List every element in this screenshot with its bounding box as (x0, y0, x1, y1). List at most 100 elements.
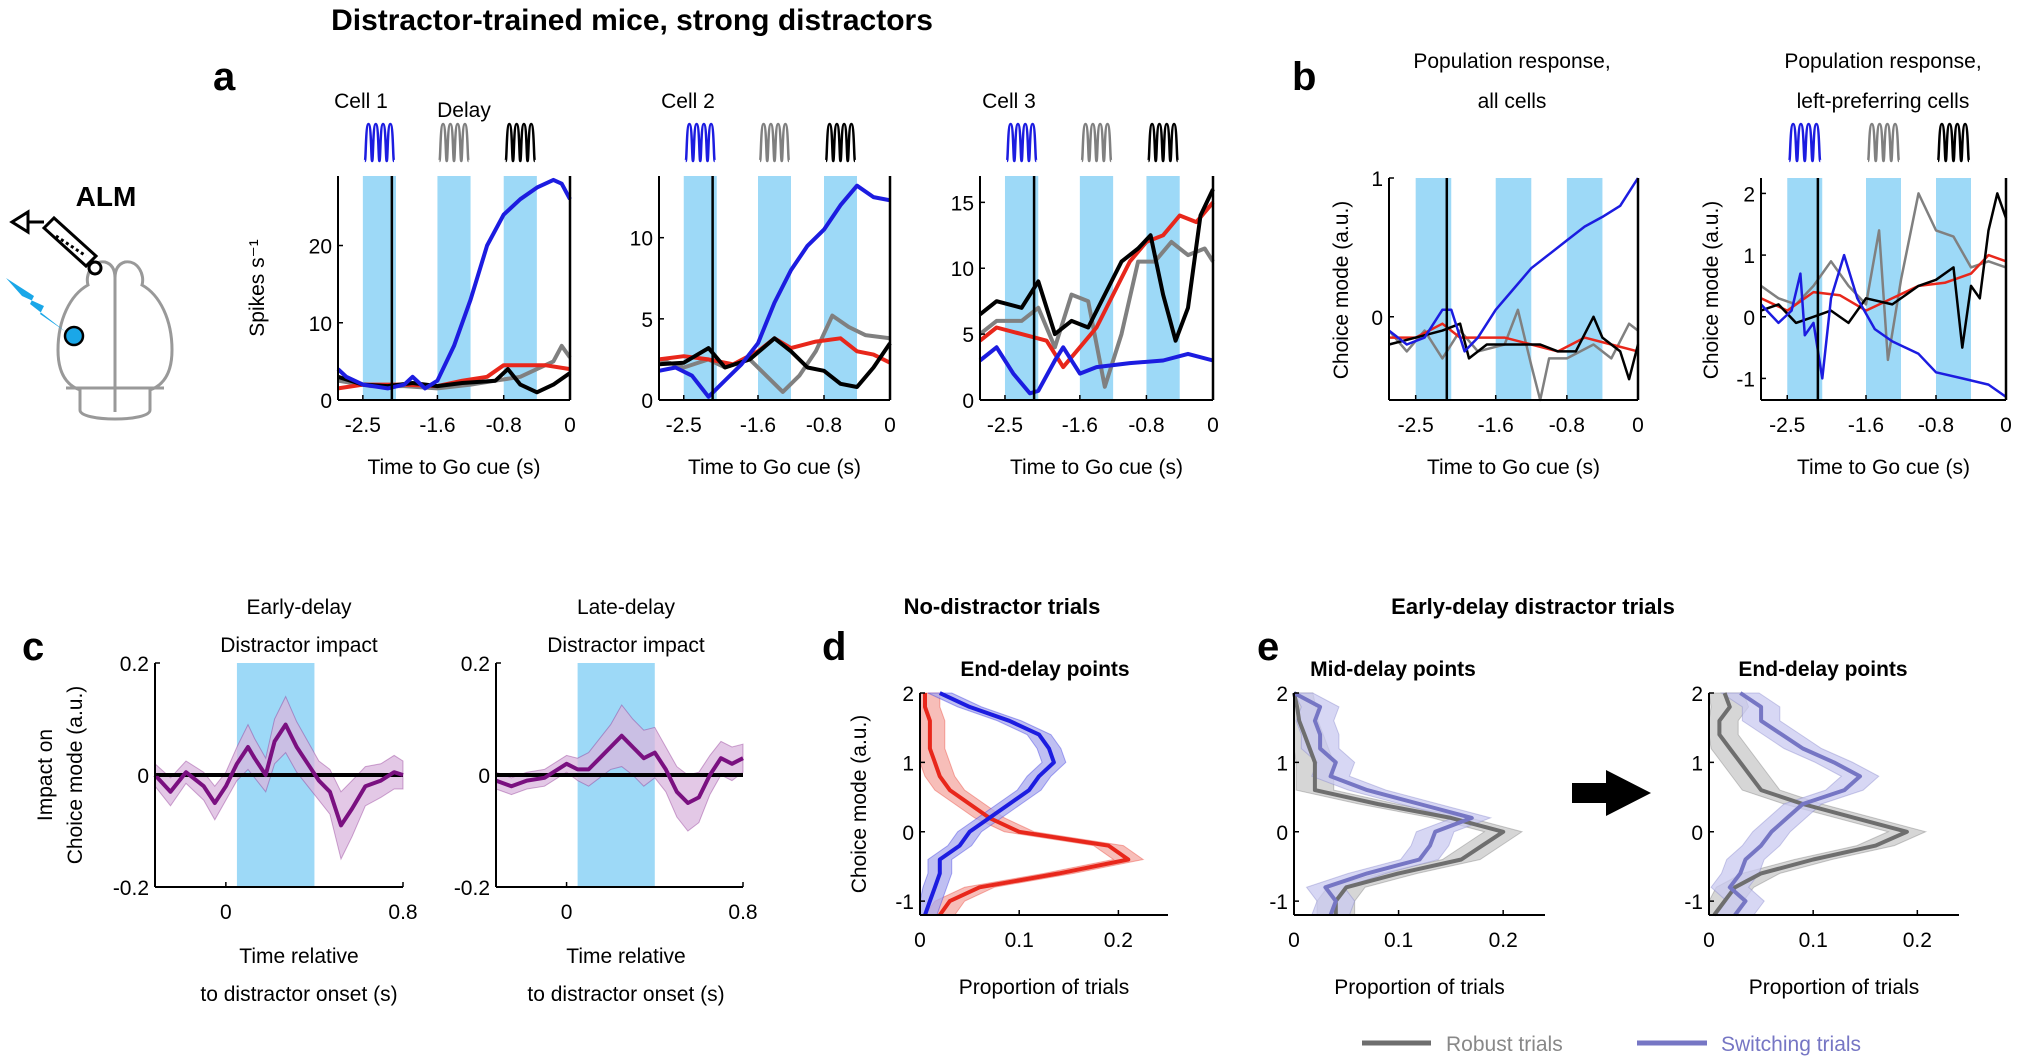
y-tick-label: -1 (895, 891, 914, 914)
stimulus-waveform-icon (504, 122, 537, 163)
y-tick-label: 0 (478, 765, 490, 788)
y-tick-label: -0.2 (113, 877, 149, 900)
panel-letter-d: d (822, 625, 846, 669)
panel-title: all cells (1478, 90, 1547, 113)
y-tick-label: 10 (309, 313, 332, 336)
x-tick-label: -2.5 (1769, 414, 1805, 437)
series-line (923, 691, 1056, 916)
y-tick-label: -1 (1736, 368, 1755, 391)
series-line (153, 722, 404, 828)
stimulus-waveform-icon (684, 122, 716, 163)
stimulus-waveform-icon (1866, 122, 1901, 163)
x-axis-label: Proportion of trials (1749, 976, 1919, 999)
panel-c2: 0 0.8 -0.2 0 0.2 Late-delay Distractor impact T… (454, 596, 758, 1006)
panel-letter-e: e (1257, 625, 1279, 669)
series-line (1388, 177, 1640, 353)
stimulus-waveform-icon (1788, 122, 1822, 163)
x-tick-label: 0 (884, 414, 896, 437)
y-tick-label: 10 (630, 228, 653, 251)
group-title-d: No-distractor trials (904, 594, 1101, 619)
series-line-switching-trials (1293, 691, 1474, 916)
y-tick-label: 10 (951, 258, 974, 281)
panel-letter-a: a (213, 55, 236, 99)
y-axis-label: Impact on (34, 729, 57, 821)
legend: Robust trials Switching trials (1362, 1033, 1861, 1056)
x-axis-label: Time relative (566, 945, 685, 968)
y-tick-label: 0.2 (461, 653, 490, 676)
x-tick-label: 0 (2000, 414, 2012, 437)
x-axis-label: to distractor onset (s) (527, 983, 724, 1006)
arrow-icon (1572, 770, 1651, 816)
y-axis-label: Choice mode (a.u.) (1700, 201, 1723, 380)
y-tick-label: 1 (902, 752, 914, 775)
y-tick-label: 1 (1276, 752, 1288, 775)
alm-label: ALM (76, 181, 137, 212)
stimulus-waveform-icon (438, 122, 470, 163)
panel-title: Population response, (1784, 50, 1981, 73)
series-line (1760, 253, 2007, 312)
series-line-switching-trials (1727, 691, 1862, 917)
legend-label-robust: Robust trials (1446, 1033, 1563, 1056)
panel-a3: -2.5 -1.6 -0.8 0 0 5 10 15 Cell 3 Time to Go cue … (951, 90, 1219, 479)
y-tick-label: 0.2 (120, 653, 149, 676)
x-tick-label: 0.2 (1104, 929, 1133, 952)
x-tick-label: 0 (1288, 929, 1300, 952)
y-tick-label: 5 (641, 309, 653, 332)
y-tick-label: -1 (1684, 891, 1703, 914)
y-tick-label: 0 (137, 765, 149, 788)
electrode-icon (9, 209, 103, 276)
stimulus-waveform-icon (363, 122, 396, 163)
x-axis-label: Time to Go cue (s) (1427, 456, 1600, 479)
brain-outline-icon (56, 260, 174, 421)
y-axis-label: Choice mode (a.u.) (1330, 201, 1353, 380)
legend-label-switching: Switching trials (1721, 1033, 1861, 1056)
x-axis-label: Time to Go cue (s) (1010, 456, 1183, 479)
x-tick-label: -1.6 (1848, 414, 1884, 437)
lightning-bolt-icon (6, 278, 66, 332)
y-axis-label: Choice mode (a.u.) (64, 686, 87, 865)
x-tick-label: 0.1 (1384, 929, 1413, 952)
series-line (1389, 322, 1639, 353)
panel-title: End-delay points (960, 658, 1129, 681)
x-tick-label: 0 (1207, 414, 1219, 437)
panel-title: Mid-delay points (1310, 658, 1476, 681)
series-line (658, 336, 892, 389)
panel-c1: 0 0.8 -0.2 0 0.2 Early-delay Distractor impact… (34, 596, 418, 1006)
y-tick-label: 0 (1371, 307, 1383, 330)
x-tick-label: 0 (1632, 414, 1644, 437)
delay-label: Delay (437, 99, 491, 122)
panel-title: Cell 2 (661, 90, 715, 113)
x-tick-label: 0 (1703, 929, 1715, 952)
series-line (1388, 308, 1639, 402)
y-tick-label: 0 (1691, 822, 1703, 845)
series-line (978, 239, 1215, 389)
series-line (978, 345, 1214, 396)
stimulus-waveform-icon (1080, 122, 1113, 163)
distractor-band (1787, 178, 1823, 400)
y-tick-label: 1 (1371, 168, 1383, 191)
x-tick-label: -2.5 (987, 414, 1023, 437)
figure-title: Distractor-trained mice, strong distract… (331, 4, 933, 37)
distractor-band (1566, 178, 1603, 400)
stimulus-waveform-icon (1147, 122, 1179, 163)
panel-title: Distractor impact (547, 634, 705, 657)
panel-title: End-delay points (1738, 658, 1907, 681)
x-tick-label: -2.5 (666, 414, 702, 437)
x-tick-label: -2.5 (1398, 414, 1434, 437)
y-tick-label: 0 (320, 390, 332, 413)
distractor-band (824, 176, 857, 400)
x-tick-label: -0.8 (806, 414, 842, 437)
panel-title: Population response, (1413, 50, 1610, 73)
distractor-band (758, 176, 791, 400)
y-tick-label: 0 (962, 390, 974, 413)
series-line (1388, 315, 1640, 381)
series-line (495, 733, 744, 805)
distractor-band (362, 176, 396, 400)
distractor-band (503, 176, 537, 400)
y-axis-label: Choice mode (a.u.) (848, 715, 871, 894)
panel-a1: -2.5 -1.6 -0.8 0 0 10 20 Cell 1 Time to Go cue (… (246, 90, 576, 479)
x-tick-label: -1.6 (1478, 414, 1514, 437)
error-shade (495, 704, 744, 832)
y-tick-label: 2 (1743, 183, 1755, 206)
